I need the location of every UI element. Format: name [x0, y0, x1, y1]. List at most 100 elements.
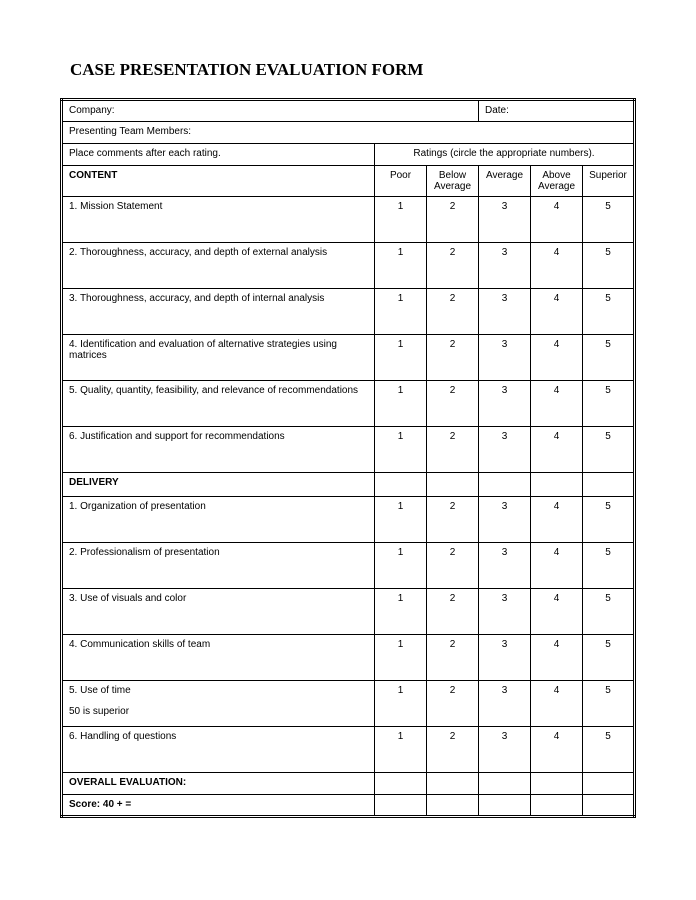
- rating-cell[interactable]: 4: [531, 381, 583, 427]
- rating-cell[interactable]: 4: [531, 197, 583, 243]
- rating-cell[interactable]: 5: [583, 197, 635, 243]
- rating-cell[interactable]: 1: [375, 289, 427, 335]
- company-cell[interactable]: Company:: [62, 100, 479, 122]
- rating-cell[interactable]: 1: [375, 197, 427, 243]
- empty-cell: [427, 773, 479, 795]
- rating-cell[interactable]: 2: [427, 335, 479, 381]
- empty-cell: [583, 473, 635, 497]
- rating-cell[interactable]: 1: [375, 727, 427, 773]
- rating-cell[interactable]: 1: [375, 335, 427, 381]
- rating-cell[interactable]: 4: [531, 497, 583, 543]
- empty-cell: [479, 795, 531, 817]
- rating-cell[interactable]: 5: [583, 681, 635, 727]
- delivery-section-header: DELIVERY: [62, 473, 375, 497]
- rating-cell[interactable]: 4: [531, 681, 583, 727]
- rating-cell[interactable]: 2: [427, 727, 479, 773]
- rating-cell[interactable]: 3: [479, 335, 531, 381]
- rating-cell[interactable]: 5: [583, 427, 635, 473]
- rating-cell[interactable]: 4: [531, 543, 583, 589]
- rating-cell[interactable]: 1: [375, 589, 427, 635]
- date-label: Date:: [485, 105, 509, 116]
- score-label: Score: 40 + =: [62, 795, 375, 817]
- rating-cell[interactable]: 2: [427, 681, 479, 727]
- rating-cell[interactable]: 2: [427, 635, 479, 681]
- rating-cell[interactable]: 2: [427, 243, 479, 289]
- empty-cell: [531, 473, 583, 497]
- team-members-label: Presenting Team Members:: [69, 126, 191, 137]
- rating-cell[interactable]: 2: [427, 589, 479, 635]
- delivery-item-5-line1: 5. Use of time: [69, 685, 368, 696]
- rating-cell[interactable]: 3: [479, 289, 531, 335]
- rating-cell[interactable]: 1: [375, 381, 427, 427]
- rating-cell[interactable]: 1: [375, 681, 427, 727]
- delivery-item-4: 4. Communication skills of team: [62, 635, 375, 681]
- rating-cell[interactable]: 4: [531, 589, 583, 635]
- rating-cell[interactable]: 2: [427, 543, 479, 589]
- date-cell[interactable]: Date:: [479, 100, 635, 122]
- empty-cell: [375, 773, 427, 795]
- average-col-header: Average: [479, 166, 531, 197]
- content-col-header: CONTENT: [62, 166, 375, 197]
- ratings-note-cell: Ratings (circle the appropriate numbers)…: [375, 144, 635, 166]
- rating-cell[interactable]: 2: [427, 381, 479, 427]
- empty-cell: [479, 773, 531, 795]
- rating-cell[interactable]: 4: [531, 635, 583, 681]
- delivery-item-5: 5. Use of time 50 is superior: [62, 681, 375, 727]
- rating-cell[interactable]: 5: [583, 335, 635, 381]
- content-item-2: 2. Thoroughness, accuracy, and depth of …: [62, 243, 375, 289]
- rating-cell[interactable]: 3: [479, 197, 531, 243]
- rating-cell[interactable]: 3: [479, 427, 531, 473]
- rating-cell[interactable]: 2: [427, 197, 479, 243]
- rating-cell[interactable]: 3: [479, 543, 531, 589]
- superior-col-header: Superior: [583, 166, 635, 197]
- rating-cell[interactable]: 5: [583, 589, 635, 635]
- rating-cell[interactable]: 3: [479, 497, 531, 543]
- empty-cell: [427, 795, 479, 817]
- rating-cell[interactable]: 4: [531, 335, 583, 381]
- rating-cell[interactable]: 3: [479, 243, 531, 289]
- form-title: CASE PRESENTATION EVALUATION FORM: [70, 60, 636, 80]
- content-item-5: 5. Quality, quantity, feasibility, and r…: [62, 381, 375, 427]
- rating-cell[interactable]: 1: [375, 543, 427, 589]
- delivery-item-6: 6. Handling of questions: [62, 727, 375, 773]
- rating-cell[interactable]: 3: [479, 681, 531, 727]
- rating-cell[interactable]: 5: [583, 381, 635, 427]
- delivery-item-2: 2. Professionalism of presentation: [62, 543, 375, 589]
- rating-cell[interactable]: 4: [531, 243, 583, 289]
- ratings-note: Ratings (circle the appropriate numbers)…: [413, 148, 594, 159]
- empty-cell: [427, 473, 479, 497]
- rating-cell[interactable]: 2: [427, 427, 479, 473]
- rating-cell[interactable]: 5: [583, 497, 635, 543]
- rating-cell[interactable]: 1: [375, 427, 427, 473]
- rating-cell[interactable]: 5: [583, 727, 635, 773]
- rating-cell[interactable]: 4: [531, 727, 583, 773]
- rating-cell[interactable]: 1: [375, 497, 427, 543]
- rating-cell[interactable]: 5: [583, 635, 635, 681]
- rating-cell[interactable]: 3: [479, 589, 531, 635]
- rating-cell[interactable]: 1: [375, 635, 427, 681]
- delivery-item-1: 1. Organization of presentation: [62, 497, 375, 543]
- rating-cell[interactable]: 4: [531, 289, 583, 335]
- empty-cell: [531, 773, 583, 795]
- rating-cell[interactable]: 2: [427, 289, 479, 335]
- content-item-3: 3. Thoroughness, accuracy, and depth of …: [62, 289, 375, 335]
- rating-cell[interactable]: 3: [479, 635, 531, 681]
- rating-cell[interactable]: 2: [427, 497, 479, 543]
- rating-cell[interactable]: 5: [583, 289, 635, 335]
- rating-cell[interactable]: 3: [479, 727, 531, 773]
- poor-col-header: Poor: [375, 166, 427, 197]
- rating-cell[interactable]: 1: [375, 243, 427, 289]
- team-members-cell[interactable]: Presenting Team Members:: [62, 122, 635, 144]
- rating-cell[interactable]: 5: [583, 543, 635, 589]
- content-item-4: 4. Identification and evaluation of alte…: [62, 335, 375, 381]
- company-label: Company:: [69, 105, 115, 116]
- comments-note-cell: Place comments after each rating.: [62, 144, 375, 166]
- rating-cell[interactable]: 5: [583, 243, 635, 289]
- overall-evaluation-label: OVERALL EVALUATION:: [62, 773, 375, 795]
- below-col-header: Below Average: [427, 166, 479, 197]
- empty-cell: [479, 473, 531, 497]
- empty-cell: [375, 795, 427, 817]
- rating-cell[interactable]: 4: [531, 427, 583, 473]
- rating-cell[interactable]: 3: [479, 381, 531, 427]
- delivery-item-3: 3. Use of visuals and color: [62, 589, 375, 635]
